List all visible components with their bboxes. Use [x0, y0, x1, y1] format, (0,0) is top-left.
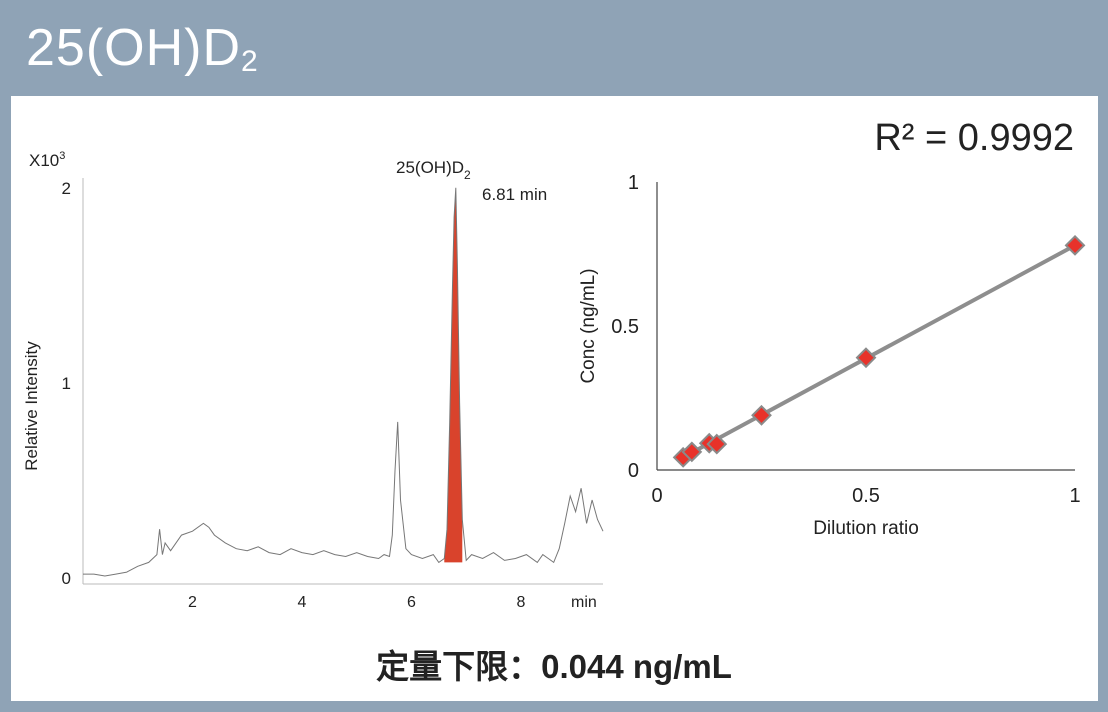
peak-compound-label: 25(OH)D2	[396, 158, 471, 182]
chromatogram-chart: 0 1 2 2 4 6 8 X103 Relative Intensity min 25(…	[22, 150, 604, 611]
calibration-point	[751, 404, 772, 426]
x-unit-label: min	[571, 594, 597, 611]
calibration-x-label: Dilution ratio	[813, 518, 919, 539]
header-bar: 25(OH)D2	[0, 0, 1108, 94]
calibration-point	[706, 433, 728, 455]
r-squared-annotation: R² = 0.9992	[874, 117, 1074, 159]
calibration-point	[1064, 234, 1086, 256]
content-area: 0 1 2 2 4 6 8 X103 Relative Intensity min 25(…	[11, 96, 1098, 701]
chromatogram-x-tick: 6	[407, 594, 416, 611]
chromatogram-y-tick: 1	[62, 374, 71, 393]
chromatogram-x-tick: 8	[516, 594, 525, 611]
y-multiplier-label: X103	[29, 150, 65, 170]
calibration-point	[855, 347, 877, 369]
calibration-chart: 0 0.5 1 0 0.5 1 R² = 0.9992 Conc (ng/mL) Dil…	[578, 117, 1086, 539]
chromatogram-trace	[83, 187, 604, 577]
calibration-point	[681, 441, 703, 463]
calibration-x-tick: 1	[1069, 485, 1080, 507]
calibration-y-tick: 1	[628, 172, 639, 194]
calibration-y-tick: 0.5	[611, 316, 639, 338]
chromatogram-y-label: Relative Intensity	[22, 341, 41, 471]
chromatogram-y-tick: 2	[62, 179, 71, 198]
calibration-x-tick: 0	[651, 485, 662, 507]
chart-canvas: 0 1 2 2 4 6 8 X103 Relative Intensity min 25(…	[22, 117, 1086, 685]
figure-title: 25(OH)D2	[26, 19, 259, 78]
chromatogram-x-tick: 2	[188, 594, 197, 611]
chromatogram-y-tick: 0	[62, 569, 71, 588]
calibration-y-label: Conc (ng/mL)	[578, 268, 599, 383]
peak-time-label: 6.81 min	[482, 185, 547, 204]
quantitation-limit-label: 定量下限：0.044 ng/mL	[376, 648, 732, 685]
calibration-x-tick: 0.5	[852, 485, 880, 507]
chromatogram-x-tick: 4	[297, 594, 306, 611]
regression-line	[682, 243, 1076, 460]
calibration-y-tick: 0	[628, 460, 639, 482]
